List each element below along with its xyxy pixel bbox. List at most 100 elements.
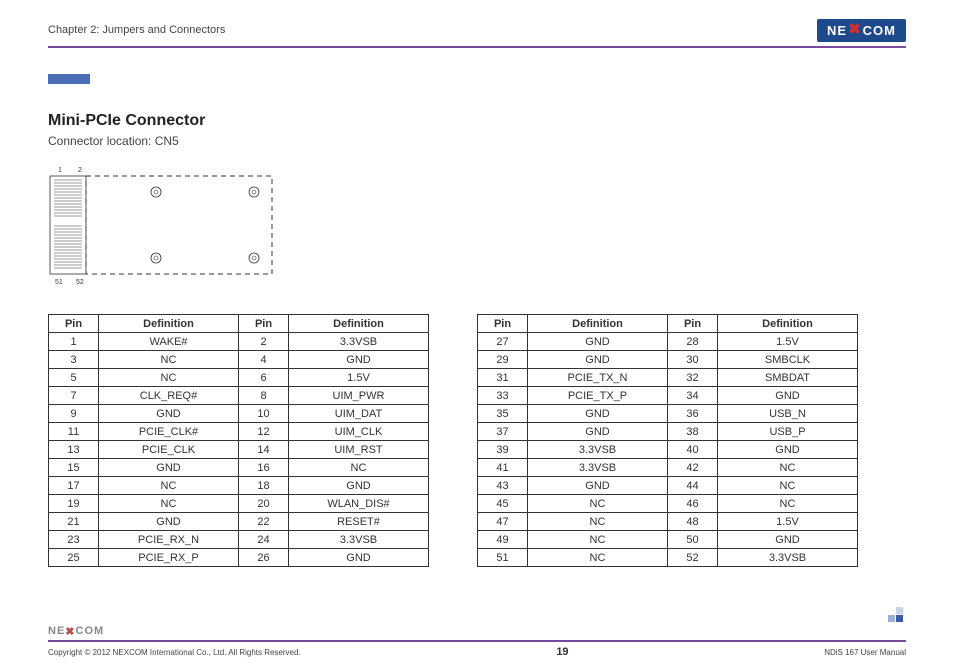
header-rule <box>48 46 906 48</box>
pin-cell: 21 <box>49 513 99 531</box>
pin-cell: 50 <box>668 531 718 549</box>
pin-cell: 7 <box>49 387 99 405</box>
table-row: 413.3VSB42NC <box>478 459 858 477</box>
table-row: 35GND36USB_N <box>478 405 858 423</box>
table-row: 17NC18GND <box>49 477 429 495</box>
logo-x-icon: ✖ <box>848 24 862 36</box>
definition-cell: WAKE# <box>99 333 239 351</box>
footer-corner-icon <box>888 607 906 628</box>
th-definition: Definition <box>528 315 668 333</box>
copyright-text: Copyright © 2012 NEXCOM International Co… <box>48 648 301 657</box>
definition-cell: 3.3VSB <box>528 459 668 477</box>
definition-cell: PCIE_TX_N <box>528 369 668 387</box>
pin-cell: 1 <box>49 333 99 351</box>
definition-cell: 3.3VSB <box>718 549 858 567</box>
definition-cell: 3.3VSB <box>528 441 668 459</box>
table-row: 393.3VSB40GND <box>478 441 858 459</box>
definition-cell: GND <box>99 459 239 477</box>
table-row: 37GND38USB_P <box>478 423 858 441</box>
pin-cell: 40 <box>668 441 718 459</box>
table-row: 23PCIE_RX_N243.3VSB <box>49 531 429 549</box>
pin-cell: 48 <box>668 513 718 531</box>
pin-cell: 22 <box>239 513 289 531</box>
definition-cell: USB_N <box>718 405 858 423</box>
definition-cell: NC <box>718 477 858 495</box>
pin-cell: 3 <box>49 351 99 369</box>
pin-label-51: 51 <box>55 279 63 286</box>
pin-cell: 41 <box>478 459 528 477</box>
page-number: 19 <box>556 646 568 658</box>
definition-cell: NC <box>718 459 858 477</box>
pin-cell: 6 <box>239 369 289 387</box>
table-header-row: Pin Definition Pin Definition <box>49 315 429 333</box>
definition-cell: SMBCLK <box>718 351 858 369</box>
th-definition: Definition <box>718 315 858 333</box>
pin-cell: 15 <box>49 459 99 477</box>
definition-cell: PCIE_CLK# <box>99 423 239 441</box>
table-row: 9GND10UIM_DAT <box>49 405 429 423</box>
pin-cell: 2 <box>239 333 289 351</box>
table-row: 19NC20WLAN_DIS# <box>49 495 429 513</box>
pin-cell: 37 <box>478 423 528 441</box>
pin-table-left: Pin Definition Pin Definition 1WAKE#23.3… <box>48 314 429 567</box>
definition-cell: NC <box>528 513 668 531</box>
definition-cell: GND <box>718 387 858 405</box>
definition-cell: GND <box>99 405 239 423</box>
definition-cell: PCIE_RX_P <box>99 549 239 567</box>
definition-cell: GND <box>528 477 668 495</box>
definition-cell: UIM_RST <box>289 441 429 459</box>
definition-cell: GND <box>528 333 668 351</box>
page-header: Chapter 2: Jumpers and Connectors NE ✖ C… <box>48 18 906 42</box>
pin-cell: 13 <box>49 441 99 459</box>
definition-cell: NC <box>99 477 239 495</box>
pin-cell: 27 <box>478 333 528 351</box>
pin-cell: 10 <box>239 405 289 423</box>
definition-cell: SMBDAT <box>718 369 858 387</box>
pin-cell: 45 <box>478 495 528 513</box>
pin-label-1: 1 <box>58 167 62 174</box>
definition-cell: 1.5V <box>718 333 858 351</box>
pin-cell: 16 <box>239 459 289 477</box>
table-row: 43GND44NC <box>478 477 858 495</box>
pin-cell: 52 <box>668 549 718 567</box>
table-row: 27GND281.5V <box>478 333 858 351</box>
pin-cell: 23 <box>49 531 99 549</box>
pin-cell: 11 <box>49 423 99 441</box>
definition-cell: 3.3VSB <box>289 333 429 351</box>
th-pin: Pin <box>478 315 528 333</box>
pin-cell: 29 <box>478 351 528 369</box>
definition-cell: NC <box>528 531 668 549</box>
definition-cell: UIM_DAT <box>289 405 429 423</box>
nexcom-logo: NE ✖ COM <box>817 19 906 42</box>
pin-cell: 14 <box>239 441 289 459</box>
pin-cell: 32 <box>668 369 718 387</box>
table-row: 31PCIE_TX_N32SMBDAT <box>478 369 858 387</box>
pin-cell: 17 <box>49 477 99 495</box>
pin-cell: 49 <box>478 531 528 549</box>
pin-tables-container: Pin Definition Pin Definition 1WAKE#23.3… <box>48 314 906 567</box>
pin-cell: 26 <box>239 549 289 567</box>
manual-name: NDiS 167 User Manual <box>824 648 906 657</box>
table-row: 11PCIE_CLK#12UIM_CLK <box>49 423 429 441</box>
pin-cell: 18 <box>239 477 289 495</box>
table-row: 7CLK_REQ#8UIM_PWR <box>49 387 429 405</box>
pin-label-52: 52 <box>76 279 84 286</box>
section-title: Mini-PCIe Connector <box>48 112 906 130</box>
footer-logo: NE ✖ COM <box>48 625 906 638</box>
definition-cell: GND <box>528 351 668 369</box>
definition-cell: PCIE_CLK <box>99 441 239 459</box>
definition-cell: GND <box>528 405 668 423</box>
table-row: 33PCIE_TX_P34GND <box>478 387 858 405</box>
th-definition: Definition <box>289 315 429 333</box>
pin-cell: 30 <box>668 351 718 369</box>
th-pin: Pin <box>668 315 718 333</box>
pin-cell: 19 <box>49 495 99 513</box>
definition-cell: PCIE_RX_N <box>99 531 239 549</box>
chapter-title: Chapter 2: Jumpers and Connectors <box>48 24 225 36</box>
pin-cell: 33 <box>478 387 528 405</box>
pin-cell: 35 <box>478 405 528 423</box>
definition-cell: GND <box>528 423 668 441</box>
pin-cell: 9 <box>49 405 99 423</box>
pin-cell: 24 <box>239 531 289 549</box>
table-row: 25PCIE_RX_P26GND <box>49 549 429 567</box>
